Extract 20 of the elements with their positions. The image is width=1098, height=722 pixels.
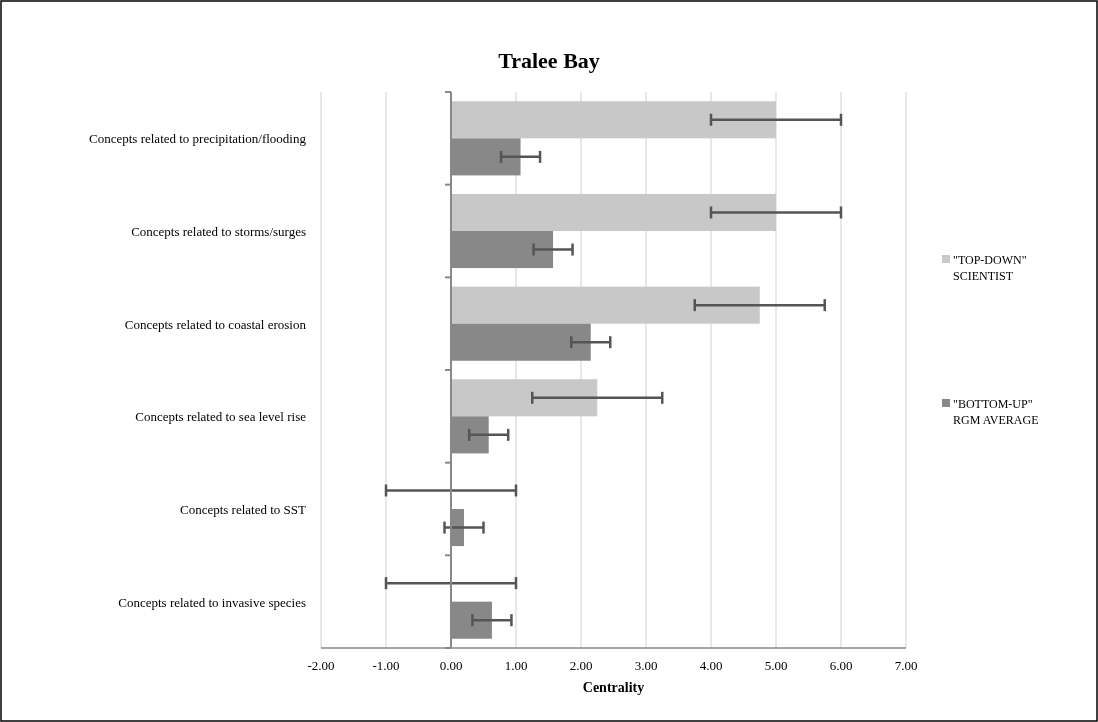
x-tick-label: 1.00: [504, 658, 528, 673]
y-tick-label: Concepts related to precipitation/flooding: [89, 131, 307, 147]
y-tick-label: Concepts related to coastal erosion: [124, 316, 307, 332]
legend-label: "BOTTOM-UP" RGM AVERAGE: [953, 397, 1039, 427]
chart-title: Tralee Bay: [498, 48, 600, 73]
y-tick-label: Concepts related to storms/surges: [131, 224, 306, 239]
x-tick-label: 5.00: [764, 658, 788, 673]
legend-label: "TOP-DOWN" SCIENTIST: [953, 253, 1027, 283]
x-tick-label: 3.00: [634, 658, 658, 673]
x-tick-label: 2.00: [569, 658, 593, 673]
x-tick-label: -2.00: [307, 658, 335, 673]
x-tick-label: 6.00: [829, 658, 853, 673]
y-tick-label: Concepts related to sea level rise: [135, 409, 307, 425]
x-tick-label: 4.00: [699, 658, 723, 673]
x-tick-label: 0.00: [439, 658, 463, 673]
x-axis-title: Centrality: [582, 680, 645, 695]
x-tick-label: 7.00: [894, 658, 918, 673]
y-tick-label: Concepts related to invasive species: [118, 594, 306, 610]
x-tick-label: -1.00: [372, 658, 400, 673]
y-tick-label: Concepts related to SST: [179, 502, 307, 517]
